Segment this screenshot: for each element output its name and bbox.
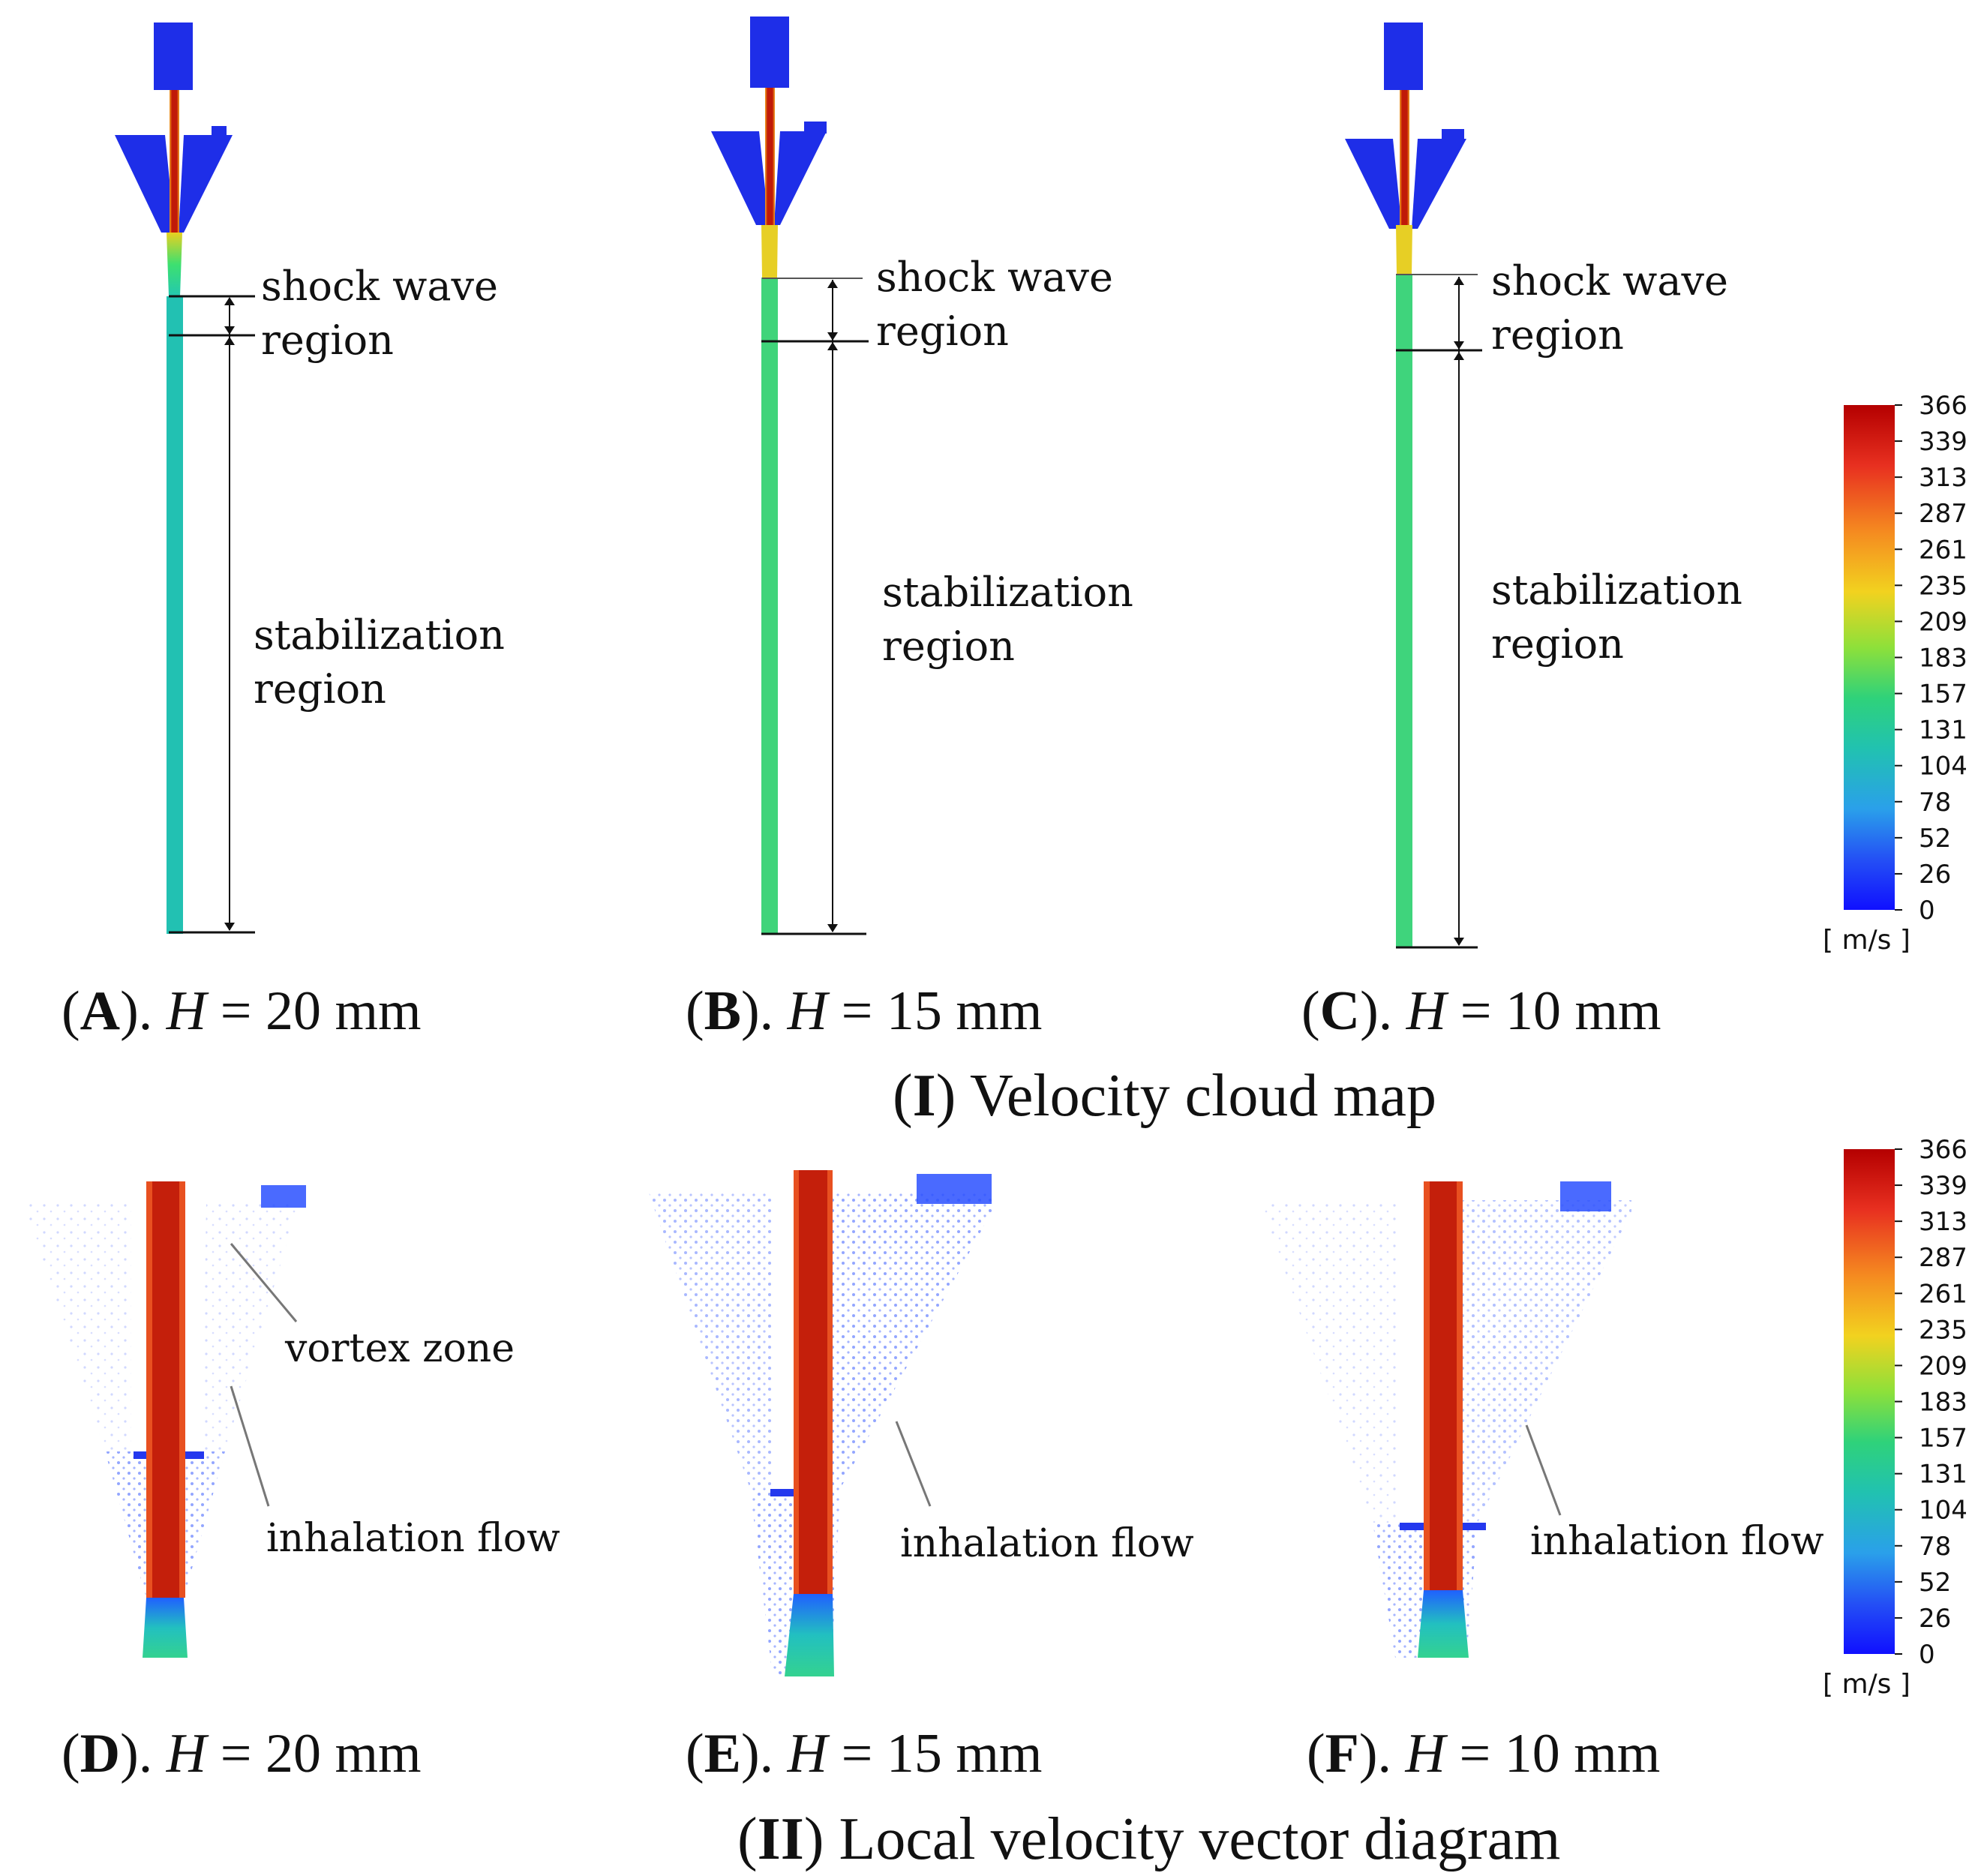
- colorbar-bottom: 366 339 313 287 261 235 209 183 157 131 104 78 52 26 0…: [1823, 1135, 1967, 1700]
- section-ii-title: (II) Local velocity vector diagram: [737, 1806, 1560, 1872]
- colorbar-top-tick-label: 104: [1919, 752, 1967, 782]
- colorbar-top-tick-label: 339: [1919, 427, 1967, 457]
- colorbar-bottom-tick-label: 261: [1919, 1279, 1967, 1309]
- panel-d-vector-diagram: [23, 1181, 306, 1658]
- colorbar-top-tick-label: 261: [1919, 535, 1967, 565]
- colorbar-bottom-tick-label: 104: [1919, 1496, 1967, 1526]
- panel-d-inhalation-flow-label: inhalation flow: [266, 1516, 560, 1561]
- colorbar-bottom-tick-label: 287: [1919, 1243, 1967, 1273]
- panel-b-stabilization-label: stabilization: [882, 569, 1133, 616]
- colorbar-top-tick-label: 78: [1919, 788, 1951, 818]
- colorbar-top-tick-label: 287: [1919, 499, 1967, 529]
- panel-c-shock-region-label: region: [1491, 311, 1624, 359]
- panel-f-inhalation-flow-label: inhalation flow: [1530, 1519, 1824, 1564]
- colorbar-top-tick-label: 209: [1919, 607, 1967, 637]
- panel-c-velocity-cloud: [1345, 23, 1482, 949]
- colorbar-top-tick-label: 0: [1919, 896, 1935, 926]
- panel-b-stabilization-region-label: region: [882, 623, 1015, 670]
- colorbar-bottom-tick-label: 366: [1919, 1135, 1967, 1165]
- colorbar-bottom-tick-label: 0: [1919, 1640, 1935, 1670]
- panel-d-vortex-zone-label: vortex zone: [284, 1326, 515, 1371]
- section-i-title: (I) Velocity cloud map: [893, 1063, 1436, 1129]
- colorbar-top-unit: [ m/s ]: [1823, 925, 1910, 956]
- panel-a-stabilization-region-label: region: [254, 665, 386, 713]
- panel-b-shock-region-label: region: [876, 308, 1009, 355]
- colorbar-top-tick-label: 157: [1919, 680, 1967, 710]
- colorbar-top-tick-label: 366: [1919, 391, 1967, 421]
- panel-a-stabilization-label: stabilization: [254, 611, 505, 659]
- colorbar-bottom-ticks: 366 339 313 287 261 235 209 183 157 131 104 78 52 26 0: [1895, 1135, 1967, 1670]
- colorbar-top-tick-label: 313: [1919, 463, 1967, 493]
- colorbar-bottom-tick-label: 235: [1919, 1315, 1967, 1345]
- colorbar-bottom-tick-label: 339: [1919, 1171, 1967, 1201]
- caption-b: (B). H = 15 mm: [686, 980, 1042, 1042]
- colorbar-top-ticks: 366 339 313 287 261 235 209 183 157 131 104 78 52 26 0: [1895, 391, 1967, 926]
- panel-c-stabilization-region-label: region: [1491, 620, 1624, 668]
- colorbar-bottom-tick-label: 78: [1919, 1532, 1951, 1562]
- dimension-arrows: [224, 277, 1464, 946]
- colorbar-top-tick-label: 26: [1919, 860, 1951, 890]
- panel-c-shock-label: shock wave: [1491, 257, 1728, 305]
- colorbar-bottom-tick-label: 209: [1919, 1351, 1967, 1381]
- colorbar-top: 366 339 313 287 261 235 209 183 157 131 104 78 52 26 0…: [1823, 391, 1967, 956]
- panel-b-shock-label: shock wave: [876, 254, 1113, 301]
- colorbar-bottom-tick-label: 26: [1919, 1604, 1951, 1634]
- caption-e: (E). H = 15 mm: [686, 1723, 1042, 1784]
- panel-b-velocity-cloud: [711, 17, 869, 935]
- colorbar-bottom-unit: [ m/s ]: [1823, 1669, 1910, 1700]
- caption-c: (C). H = 10 mm: [1301, 980, 1661, 1042]
- panel-e-vector-diagram: [649, 1170, 994, 1676]
- panel-a-shock-region-label: region: [261, 317, 394, 364]
- panel-f-vector-diagram: [1260, 1181, 1631, 1658]
- colorbar-bottom-tick-label: 313: [1919, 1207, 1967, 1237]
- panel-c-stabilization-label: stabilization: [1491, 566, 1742, 614]
- colorbar-bottom-tick-label: 52: [1919, 1568, 1951, 1598]
- caption-a: (A). H = 20 mm: [62, 980, 422, 1042]
- caption-f: (F). H = 10 mm: [1307, 1723, 1660, 1784]
- colorbar-bottom-tick-label: 183: [1919, 1388, 1967, 1418]
- colorbar-bottom-tick-label: 131: [1919, 1460, 1967, 1490]
- panel-a-shock-label: shock wave: [261, 263, 498, 310]
- colorbar-top-tick-label: 235: [1919, 571, 1967, 601]
- caption-d: (D). H = 20 mm: [62, 1723, 422, 1784]
- colorbar-top-tick-label: 183: [1919, 644, 1967, 674]
- colorbar-bottom-tick-label: 157: [1919, 1424, 1967, 1454]
- panel-e-inhalation-flow-label: inhalation flow: [900, 1521, 1194, 1566]
- panel-a-velocity-cloud: [115, 23, 255, 934]
- colorbar-top-tick-label: 52: [1919, 824, 1951, 854]
- colorbar-top-tick-label: 131: [1919, 716, 1967, 746]
